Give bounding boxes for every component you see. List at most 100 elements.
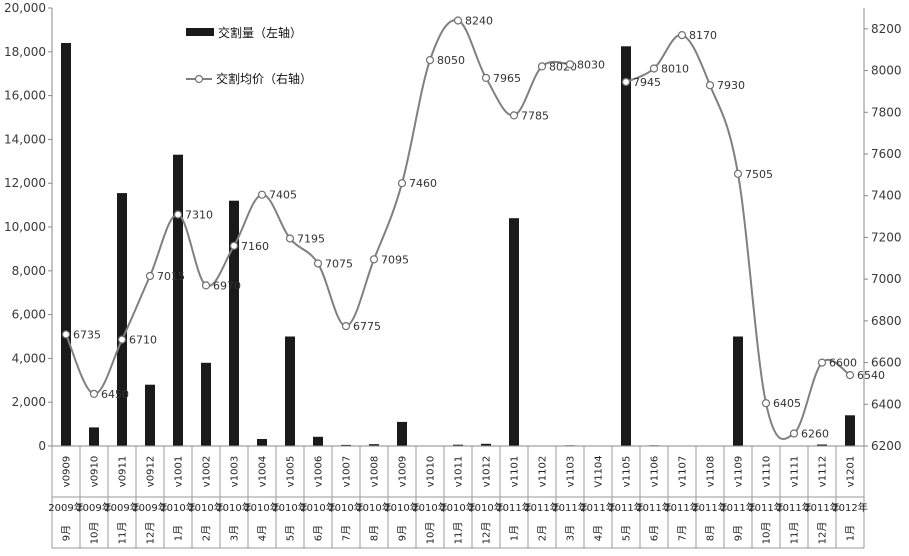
price-data-label: 8030	[577, 58, 605, 71]
legend-bar-swatch	[186, 28, 214, 36]
bar-v0911	[117, 193, 127, 446]
right-tick-label: 6200	[871, 439, 902, 453]
line-series: 6735 6450 6710 7015 7310 6970 7160 7405 71957075…	[61, 15, 885, 441]
x-category-date: 2010年 1月	[160, 501, 195, 541]
x-date-year: 2011年	[636, 501, 671, 514]
x-category-date: 2011年 5月	[608, 501, 643, 541]
bar-v0912	[145, 384, 155, 446]
x-date-year: 2010年	[412, 501, 447, 514]
price-data-label: 6735	[73, 328, 101, 341]
bar-v1004	[257, 439, 267, 446]
x-category-date: 2010年 4月	[244, 501, 279, 541]
x-date-year: 2011年	[664, 501, 699, 514]
price-data-label: 7195	[297, 233, 325, 246]
bar-v1011	[453, 444, 463, 446]
price-data-label: 7505	[745, 168, 773, 181]
left-tick-label: 20,000	[4, 1, 46, 15]
bar-v1005	[285, 336, 295, 446]
x-category-code: v1106	[650, 456, 661, 487]
price-data-label: 6775	[353, 320, 381, 333]
x-category-date: 2010年 8月	[356, 501, 391, 541]
x-date-year: 2010年	[328, 501, 363, 514]
x-date-month: 6月	[649, 525, 661, 541]
price-marker-v1112	[817, 358, 827, 367]
x-date-month: 9月	[733, 525, 745, 541]
price-marker-v1107	[677, 30, 687, 40]
x-date-year: 2009年	[104, 501, 139, 514]
x-date-year: 2011年	[552, 501, 587, 514]
price-data-label: 6600	[829, 357, 857, 370]
x-category-code: v1001	[174, 456, 185, 487]
legend-line-label: 交割均价（右轴）	[216, 71, 312, 86]
x-date-month: 8月	[369, 525, 381, 541]
x-category-date: 2011年 8月	[692, 501, 727, 541]
x-category-code: v1003	[230, 456, 241, 487]
price-marker-v1001	[173, 210, 183, 219]
x-date-month: 9月	[397, 525, 409, 541]
x-date-month: 3月	[229, 525, 241, 541]
x-category-code: v1005	[286, 456, 297, 487]
x-category-code: v1109	[734, 456, 745, 487]
x-category-code: v1101	[510, 456, 521, 487]
x-category-date: 2011年 11月	[776, 501, 811, 544]
left-tick-label: 12,000	[4, 176, 46, 190]
bar-v1201	[845, 415, 855, 446]
x-date-month: 11月	[789, 522, 801, 545]
axes: 0 2,000 4,000 6,000 8,000 10,000 12,000 14,000 1…	[4, 1, 902, 549]
price-marker-v1105	[621, 77, 631, 87]
price-marker-v1011	[453, 16, 463, 25]
x-date-year: 2011年	[608, 501, 643, 514]
x-date-month: 7月	[341, 525, 353, 541]
price-data-label: 7930	[717, 79, 745, 92]
x-category-code: V1104	[594, 455, 605, 487]
x-category-date: 2010年 3月	[216, 501, 251, 541]
x-date-year: 2009年	[48, 501, 83, 514]
left-tick-label: 16,000	[4, 89, 46, 103]
x-category-code: v0910	[90, 456, 101, 487]
price-data-label: 7405	[269, 189, 297, 202]
x-date-year: 2010年	[272, 501, 307, 514]
x-category-code: v1112	[818, 456, 829, 487]
bar-v0909	[61, 43, 71, 446]
x-category-code: v1012	[482, 456, 493, 487]
right-tick-label: 7000	[871, 272, 902, 286]
x-date-month: 1月	[845, 525, 857, 541]
x-category-code: v1110	[762, 456, 773, 487]
bar-v1101	[509, 218, 519, 446]
left-tick-label: 6,000	[12, 308, 46, 322]
x-date-month: 11月	[453, 522, 465, 545]
bar-v1105	[621, 46, 631, 447]
price-data-label: 7460	[409, 177, 437, 190]
price-data-label: 7785	[521, 109, 549, 122]
price-marker-v1012	[481, 73, 491, 83]
x-date-year: 2011年	[776, 501, 811, 514]
x-category-code: v1103	[566, 456, 577, 487]
x-date-year: 2011年	[804, 501, 839, 514]
price-data-label: 6540	[857, 369, 885, 382]
x-category-code: v1007	[342, 456, 353, 487]
x-date-year: 2011年	[524, 501, 559, 514]
x-date-year: 2011年	[692, 501, 727, 514]
x-category-date: 2010年 11月	[440, 501, 475, 544]
x-date-month: 10月	[761, 522, 773, 545]
bar-v1009	[397, 421, 407, 446]
x-date-year: 2012年	[832, 501, 867, 514]
price-marker-v0911	[117, 335, 127, 344]
x-category-date: 2010年 2月	[188, 501, 223, 541]
x-category-date: 2010年 12月	[468, 501, 503, 544]
price-marker-v1102	[537, 62, 547, 71]
x-date-month: 9月	[61, 525, 73, 541]
x-date-month: 11月	[117, 522, 129, 545]
price-marker-v1103	[565, 60, 575, 69]
bar-series	[61, 43, 855, 447]
price-data-label: 7075	[325, 258, 353, 271]
x-category-date: 2011年 12月	[804, 501, 839, 544]
x-category-date: 2010年 5月	[272, 501, 307, 541]
left-tick-label: 4,000	[12, 351, 46, 365]
price-marker-v0912	[145, 271, 155, 281]
left-tick-label: 10,000	[4, 220, 46, 234]
x-category-code: v1011	[454, 456, 465, 487]
left-tick-label: 2,000	[12, 395, 46, 409]
bar-v1003	[229, 200, 239, 446]
x-date-month: 5月	[285, 525, 297, 541]
